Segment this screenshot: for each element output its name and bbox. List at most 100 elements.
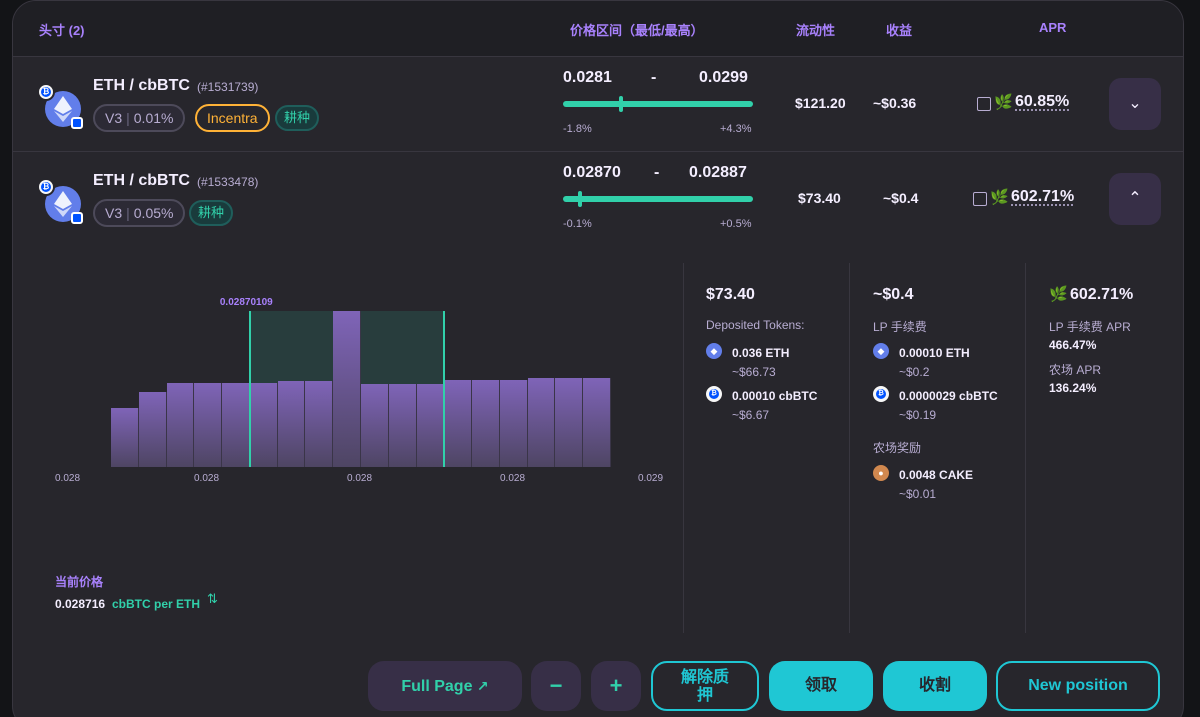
earnings-value: ~$0.36: [873, 95, 917, 111]
divider: [683, 263, 684, 633]
histogram-bar: [444, 379, 473, 467]
expand-toggle[interactable]: ⌄: [1109, 78, 1161, 130]
histogram-bar: [222, 382, 250, 467]
eth-icon: ◆: [873, 343, 889, 359]
header-size: 头寸 (2): [39, 23, 85, 38]
earnings-total: ~$0.4: [873, 286, 914, 303]
calculator-icon[interactable]: [977, 97, 991, 111]
histogram-bar: [527, 378, 556, 467]
apr-total: 602.71%: [1070, 286, 1134, 303]
max-price: 0.0299: [699, 69, 748, 86]
add-liquidity-button[interactable]: +: [591, 661, 641, 711]
current-price-value: 0.028716: [55, 597, 106, 611]
collapse-toggle[interactable]: ⌃: [1109, 173, 1161, 225]
histogram-bar: [361, 384, 389, 467]
header-apr: APR: [1039, 20, 1067, 35]
pair-name: ETH / cbBTC: [93, 172, 190, 189]
position-row[interactable]: ₿ ETH / cbBTC (#1533478) V3 | 0.05% 耕种 0.0…: [13, 152, 1183, 247]
cbbtc-icon: ₿: [706, 386, 722, 402]
lp-fee-cbbtc-usd: ~$0.19: [899, 408, 937, 422]
cbbtc-icon: ₿: [37, 178, 55, 196]
min-price: 0.0281: [563, 69, 612, 86]
max-price: 0.02887: [689, 164, 747, 181]
positions-panel: 头寸 (2) 价格区间（最低/最高） 流动性 收益 APR ₿ ETH / cb…: [12, 0, 1184, 717]
deposited-tokens-label: Deposited Tokens:: [706, 318, 805, 332]
claim-button[interactable]: 领取: [769, 661, 873, 711]
range-bar: [563, 191, 753, 207]
min-pct: -1.8%: [563, 123, 592, 135]
liquidity-value: $121.20: [795, 95, 846, 111]
histogram-bar: [555, 378, 584, 467]
current-price-marker: [577, 191, 582, 207]
max-pct: +0.5%: [720, 218, 752, 230]
header-liquidity: 流动性: [796, 23, 836, 38]
min-price: 0.02870: [563, 164, 621, 181]
leaf-icon: 🌿: [1049, 286, 1068, 303]
histogram-bar: [277, 381, 306, 467]
farming-badge: 耕种: [189, 200, 234, 226]
range-bar: [563, 96, 753, 112]
x-tick-label: 0.028: [500, 473, 526, 484]
x-tick-label: 0.028: [347, 473, 373, 484]
harvest-button[interactable]: 收割: [883, 661, 987, 711]
apr-value[interactable]: 60.85%: [1015, 93, 1070, 110]
x-tick-label: 0.028: [55, 473, 81, 484]
unstake-button[interactable]: 解除质押: [651, 661, 759, 711]
pair-name: ETH / cbBTC: [93, 77, 190, 94]
histogram-bar: [305, 381, 334, 467]
calculator-icon[interactable]: [973, 192, 987, 206]
lp-fee-eth-amount: 0.00010 ETH: [899, 346, 970, 360]
cake-icon: ●: [873, 465, 889, 481]
deposited-cbbtc-amount: 0.00010 cbBTC: [732, 389, 818, 403]
swap-direction-icon[interactable]: ⇅: [207, 591, 218, 606]
range-dash: -: [654, 164, 660, 181]
liquidity-histogram: [111, 301, 611, 467]
current-price-chart-label: 0.02870109: [219, 297, 273, 308]
apr-value[interactable]: 602.71%: [1011, 188, 1075, 205]
deposited-eth-amount: 0.036 ETH: [732, 346, 790, 360]
version-fee-badge: V3 | 0.01%: [93, 104, 186, 132]
range-dash: -: [651, 69, 657, 86]
histogram-bar: [111, 407, 139, 467]
liquidity-value: $73.40: [798, 190, 841, 206]
divider: [1025, 263, 1026, 633]
histogram-bar: [499, 379, 528, 467]
histogram-bar: [583, 378, 611, 467]
histogram-bar: [194, 382, 223, 467]
full-page-button[interactable]: Full Page ↗: [368, 661, 522, 711]
current-price-unit: cbBTC per ETH: [112, 597, 201, 611]
remove-liquidity-button[interactable]: −: [531, 661, 581, 711]
lp-apr-value: 466.47%: [1049, 338, 1097, 352]
new-position-button[interactable]: New position: [996, 661, 1160, 711]
current-price-label: 当前价格: [55, 575, 104, 589]
deposited-eth-usd: ~$66.73: [732, 365, 776, 379]
leaf-icon: 🌿: [994, 94, 1013, 111]
current-price-marker: [618, 96, 623, 112]
position-row[interactable]: ₿ ETH / cbBTC (#1531739) V3 | 0.01% Incent…: [13, 57, 1183, 152]
liquidity-total: $73.40: [706, 286, 755, 303]
histogram-bar: [388, 384, 417, 467]
histogram-bar: [472, 379, 500, 467]
external-link-icon: ↗: [476, 678, 489, 694]
divider: [849, 263, 850, 633]
incentra-badge: Incentra: [195, 104, 270, 132]
lp-apr-label: LP 手续费 APR: [1049, 320, 1131, 334]
lp-fee-eth-usd: ~$0.2: [899, 365, 930, 379]
version-fee-badge: V3 | 0.05%: [93, 199, 186, 227]
range-max-handle[interactable]: [443, 311, 446, 467]
histogram-bar: [416, 384, 445, 467]
min-pct: -0.1%: [563, 218, 592, 230]
pair-logo: ₿: [37, 83, 83, 129]
max-pct: +4.3%: [720, 123, 752, 135]
position-id: (#1533478): [197, 175, 259, 189]
header-earnings: 收益: [886, 23, 913, 38]
histogram-bar: [138, 392, 167, 467]
x-tick-label: 0.029: [638, 473, 664, 484]
chevron-up-icon: ⌃: [1128, 190, 1142, 207]
lp-fee-label: LP 手续费: [873, 320, 927, 334]
pair-logo: ₿: [37, 178, 83, 224]
farm-apr-value: 136.24%: [1049, 381, 1097, 395]
eth-icon: ◆: [706, 343, 722, 359]
range-min-handle[interactable]: [248, 311, 251, 467]
farm-cake-amount: 0.0048 CAKE: [899, 468, 974, 482]
